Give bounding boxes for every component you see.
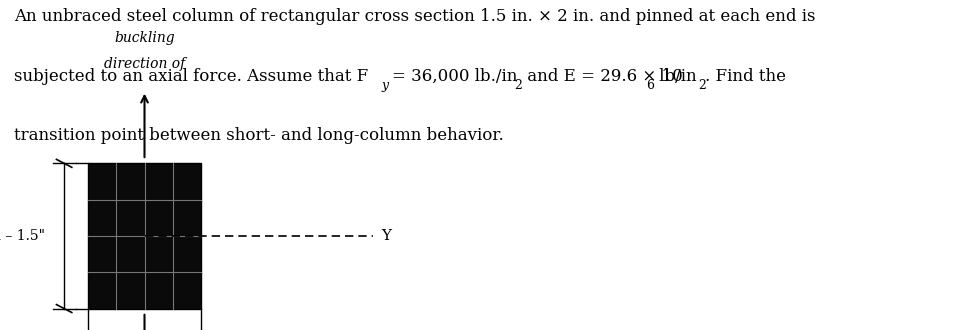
Text: transition point between short- and long-column behavior.: transition point between short- and long… [14,127,504,144]
Text: buckling: buckling [114,31,175,45]
Text: y: y [382,79,389,92]
Bar [88,163,201,309]
Text: = 36,000 lb./in: = 36,000 lb./in [392,68,518,85]
Text: Y: Y [381,229,390,243]
Text: 6: 6 [646,79,654,92]
Text: subjected to an axial force. Assume that F: subjected to an axial force. Assume that… [14,68,368,85]
Text: . Find the: . Find the [705,68,787,85]
Text: direction of: direction of [104,57,185,71]
Text: lb/in: lb/in [654,68,697,85]
Text: 2: 2 [514,79,522,92]
Text: and E = 29.6 × 10: and E = 29.6 × 10 [522,68,682,85]
Text: 2: 2 [699,79,706,92]
Text: An unbraced steel column of rectangular cross section 1.5 in. × 2 in. and pinned: An unbraced steel column of rectangular … [14,8,816,25]
Text: d – 1.5": d – 1.5" [0,229,45,243]
